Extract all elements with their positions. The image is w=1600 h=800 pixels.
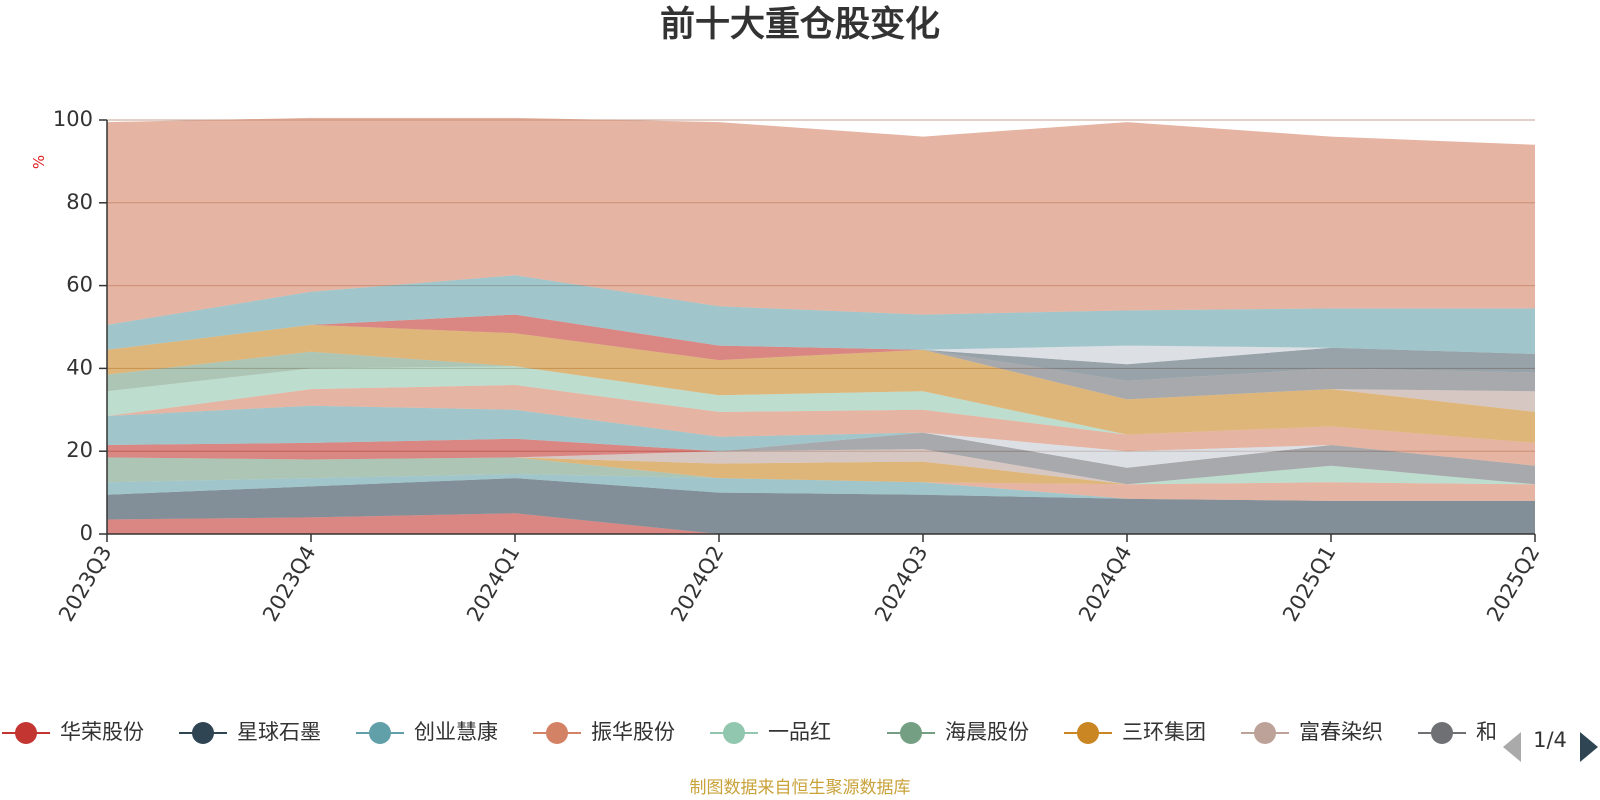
area-series-8[interactable] [107, 449, 1535, 485]
legend-marker-2 [192, 722, 214, 744]
chart-title: 前十大重仓股变化 [659, 5, 940, 45]
legend-label-6: 海晨股份 [945, 720, 1029, 744]
area-series-15[interactable] [107, 351, 1535, 443]
area-series-18[interactable] [107, 324, 1535, 400]
area-series-11[interactable] [107, 432, 1535, 466]
legend-page-indicator: 1/4 [1533, 728, 1567, 752]
legend-label-7: 三环集团 [1122, 720, 1206, 744]
source-note: 制图数据来自恒生聚源数据库 [689, 778, 911, 798]
legend-marker-5 [723, 722, 745, 744]
legend-item-3[interactable]: 创业慧康 [356, 720, 498, 744]
area-series-13[interactable] [107, 385, 1535, 466]
x-tick-label-6: 2024Q4 [1074, 542, 1136, 626]
area-series-3[interactable] [107, 474, 1535, 501]
legend-item-2[interactable]: 星球石墨 [179, 720, 321, 744]
area-series-19[interactable] [107, 324, 1535, 381]
area-series-1[interactable] [107, 513, 1535, 534]
area-series-23[interactable] [107, 117, 1535, 325]
legend-label-8: 富春染织 [1299, 720, 1383, 744]
area-series-22[interactable] [107, 275, 1535, 354]
legend-marker-6 [900, 722, 922, 744]
area-series-14[interactable] [107, 366, 1535, 443]
legend-marker-4 [546, 722, 568, 744]
x-tick-label-4: 2024Q2 [666, 542, 728, 626]
legend-item-8[interactable]: 富春染织 [1241, 720, 1383, 744]
legend-item-6[interactable]: 海晨股份 [887, 720, 1029, 744]
y-tick-label-3: 40 [66, 355, 93, 379]
legend-marker-1 [15, 722, 37, 744]
y-tick-label-2: 20 [66, 438, 93, 462]
legend-label-5: 一品红 [768, 720, 831, 744]
legend-label-1: 华荣股份 [60, 720, 144, 744]
area-series-21[interactable] [107, 314, 1535, 361]
legend-item-7[interactable]: 三环集团 [1064, 720, 1206, 744]
stacked-area-series [107, 117, 1535, 534]
area-series-4[interactable] [107, 474, 1535, 501]
y-tick-label-4: 60 [66, 273, 93, 297]
legend-item-4[interactable]: 振华股份 [533, 720, 675, 744]
legend-pager: 1/4 [1503, 728, 1598, 762]
y-tick-label-5: 80 [66, 190, 93, 214]
area-series-12[interactable] [107, 405, 1535, 466]
legend-marker-9 [1431, 722, 1453, 744]
legend-label-3: 创业慧康 [414, 720, 498, 744]
x-tick-label-5: 2024Q3 [870, 542, 932, 626]
legend-prev-icon[interactable] [1503, 732, 1521, 762]
x-tick-label-1: 2023Q3 [54, 542, 116, 626]
area-series-9[interactable] [107, 432, 1535, 485]
legend-marker-8 [1254, 722, 1276, 744]
legend-label-2: 星球石墨 [237, 720, 321, 744]
x-tick-label-8: 2025Q2 [1482, 542, 1544, 626]
x-tick-label-7: 2025Q1 [1278, 542, 1340, 626]
x-tick-label-3: 2024Q1 [462, 542, 524, 626]
legend-item-9[interactable]: 和 [1418, 720, 1497, 744]
area-series-6[interactable] [107, 457, 1535, 485]
y-tick-label-1: 0 [80, 521, 93, 545]
area-series-10[interactable] [107, 432, 1535, 468]
area-series-7[interactable] [107, 457, 1535, 485]
legend: 华荣股份 星球石墨 创业慧康 振华股份 一品红 海晨股份 三环集团 富春染织 和 [2, 720, 1497, 744]
area-series-16[interactable] [107, 324, 1535, 443]
x-tick-label-2: 2023Q4 [258, 542, 320, 626]
legend-marker-7 [1077, 722, 1099, 744]
legend-next-icon[interactable] [1580, 732, 1598, 762]
legend-item-1[interactable]: 华荣股份 [2, 720, 144, 744]
legend-item-5[interactable]: 一品红 [710, 720, 831, 744]
legend-label-9: 和 [1476, 720, 1497, 744]
y-axis-label: % [30, 155, 48, 169]
legend-label-4: 振华股份 [591, 720, 675, 744]
y-tick-label-6: 100 [53, 107, 93, 131]
area-series-2[interactable] [107, 478, 1535, 534]
area-series-20[interactable] [107, 324, 1535, 365]
legend-marker-3 [369, 722, 391, 744]
